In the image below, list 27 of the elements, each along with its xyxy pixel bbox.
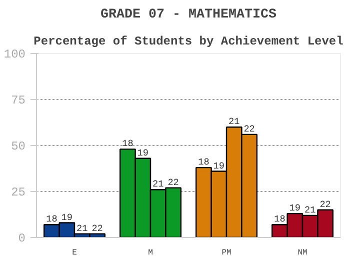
text: 19 <box>137 147 149 158</box>
text: 18 <box>274 214 286 225</box>
x-tick-label: E <box>72 248 78 258</box>
y-tick-label: 50 <box>11 140 26 154</box>
text: 22 <box>320 198 331 210</box>
x-tick-label: M <box>148 248 154 258</box>
text: 18 <box>122 138 134 150</box>
text: 21 <box>304 204 316 216</box>
y-tick-label: 75 <box>11 94 26 108</box>
series-label: 21 <box>76 222 88 234</box>
text: 21 <box>152 178 164 190</box>
x-tick-label: NM <box>298 248 308 258</box>
text: 22 <box>168 176 179 188</box>
text: 18 <box>198 156 210 168</box>
text: 22 <box>244 123 255 134</box>
text: 19 <box>213 160 225 172</box>
y-tick-label: 0 <box>18 232 26 246</box>
chart-title: GRADE 07 - MATHEMATICS <box>100 8 276 22</box>
y-tick-label: 100 <box>4 48 26 62</box>
y-tick-label: 25 <box>11 186 26 200</box>
text: 21 <box>228 116 240 128</box>
chart-subtitle: Percentage of Students by Achievement Level <box>34 34 344 48</box>
text: 19 <box>289 202 301 214</box>
x-tick-label: PM <box>222 248 232 258</box>
series-label: 18 <box>46 214 58 225</box>
series-label: 22 <box>92 222 103 234</box>
series-label: 19 <box>61 212 73 223</box>
